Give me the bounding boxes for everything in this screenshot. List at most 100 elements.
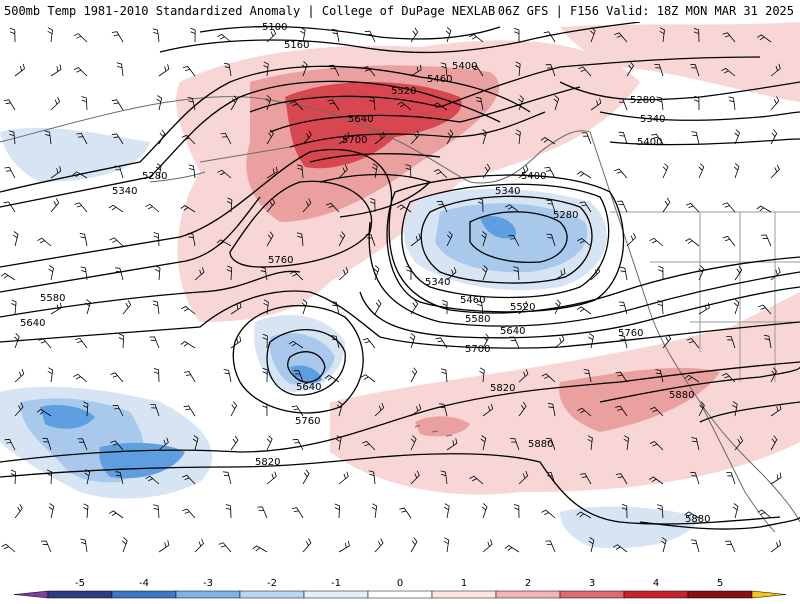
wind-barb [728, 96, 736, 111]
wind-barb [76, 132, 88, 145]
wind-barb [0, 272, 16, 281]
contour-5580-mid [0, 196, 800, 327]
wind-barb [446, 129, 454, 145]
wind-barb [546, 472, 556, 485]
wind-barb [292, 438, 304, 451]
wind-barb [649, 237, 664, 247]
wind-barb [374, 299, 382, 315]
wind-barb [726, 472, 736, 485]
wind-barb [73, 373, 88, 383]
wind-barb [444, 503, 450, 519]
wind-barb [399, 507, 412, 519]
wind-barb [153, 504, 160, 519]
wind-barb [371, 503, 378, 519]
wind-barb [192, 435, 199, 451]
contour-5340-west [0, 80, 501, 208]
wind-barb [217, 33, 232, 43]
wind-barb [410, 367, 418, 383]
contour-5280-west [0, 65, 531, 193]
wind-barb [721, 373, 736, 383]
wind-barb [513, 503, 520, 519]
colorbar-svg: -5 -4 -3 -2 -1 0 1 2 3 4 5 [13, 578, 787, 599]
wind-barb [266, 435, 273, 451]
wind-barb [14, 369, 25, 383]
wind-barb [756, 34, 772, 43]
wind-barb [182, 66, 196, 77]
colorbar-segment [623, 590, 689, 599]
wind-barb [698, 265, 705, 281]
warm-anomaly-region-2 [560, 22, 800, 102]
wind-barb [12, 231, 19, 247]
wind-barb [110, 440, 124, 451]
contour-label: 5820 [255, 457, 280, 468]
wind-barb [658, 265, 664, 281]
wind-barb [657, 504, 664, 519]
contour-label: 5880 [528, 439, 553, 450]
wind-barb [514, 27, 520, 42]
colorbar-tick: 1 [461, 578, 467, 589]
wind-barb [577, 237, 592, 247]
map-canvas[interactable]: 5100 5160 5400 5460 5520 5640 5700 5280 … [0, 22, 800, 575]
wind-barb [226, 265, 233, 281]
wind-barb [373, 265, 380, 281]
wind-barb [576, 171, 592, 179]
wind-barb [440, 368, 448, 383]
wind-barb [397, 101, 412, 111]
wind-barb [657, 300, 664, 315]
wind-barb [614, 32, 628, 43]
wind-barb [480, 435, 487, 451]
wind-barb [217, 169, 232, 179]
header-bar: 500mb Temp 1981-2010 Standardized Anomal… [0, 0, 800, 22]
wind-barb [14, 402, 24, 417]
colorbar-segment [239, 590, 305, 599]
wind-barb [190, 27, 196, 43]
wind-barb [396, 204, 412, 213]
wind-barb [662, 334, 672, 349]
wind-barb [328, 64, 340, 77]
colorbar-segment [111, 590, 177, 599]
wind-barb [770, 63, 781, 77]
contour-5520-north [289, 111, 546, 148]
wind-barb [588, 537, 595, 553]
wind-barb [230, 302, 242, 315]
wind-barb [578, 66, 592, 77]
wind-barb [46, 469, 53, 485]
contour-label: 5160 [284, 40, 309, 51]
cold-anomaly-low-mid [269, 333, 335, 385]
wind-barb [362, 66, 376, 77]
contour-label: 5400 [452, 61, 477, 72]
wind-barb [14, 333, 20, 349]
wind-barb [145, 475, 160, 485]
wind-barb [300, 27, 306, 43]
baja-coast [699, 401, 776, 533]
wind-barb [73, 67, 88, 77]
wind-barb [546, 199, 556, 213]
wind-barb [440, 62, 448, 77]
colorbar-tick: -5 [75, 578, 85, 589]
wind-barb [155, 265, 161, 281]
wind-barb [1, 543, 16, 553]
wind-barb [734, 129, 741, 145]
wind-barb [222, 471, 232, 485]
contour-label: 5340 [112, 186, 137, 197]
wind-barb [302, 130, 312, 145]
wind-barb [481, 231, 487, 247]
wind-barb [579, 473, 592, 485]
wind-barb [4, 438, 16, 451]
contour-label: 5700 [465, 344, 490, 355]
contour-low-5640 [287, 351, 326, 383]
wind-barb [112, 404, 124, 417]
wind-barb [410, 403, 422, 417]
contour-5400-north [249, 56, 761, 113]
wind-barb [296, 232, 304, 247]
wind-barb [289, 271, 304, 281]
wind-barb [263, 61, 269, 77]
wind-barb [410, 64, 422, 77]
wind-barb [230, 336, 242, 349]
wind-barb [188, 164, 196, 179]
contour-label: 5760 [295, 416, 320, 427]
wind-barb [266, 129, 274, 145]
contour-5280-east [559, 81, 800, 101]
wind-barb [615, 371, 628, 383]
wind-barb [693, 27, 700, 43]
